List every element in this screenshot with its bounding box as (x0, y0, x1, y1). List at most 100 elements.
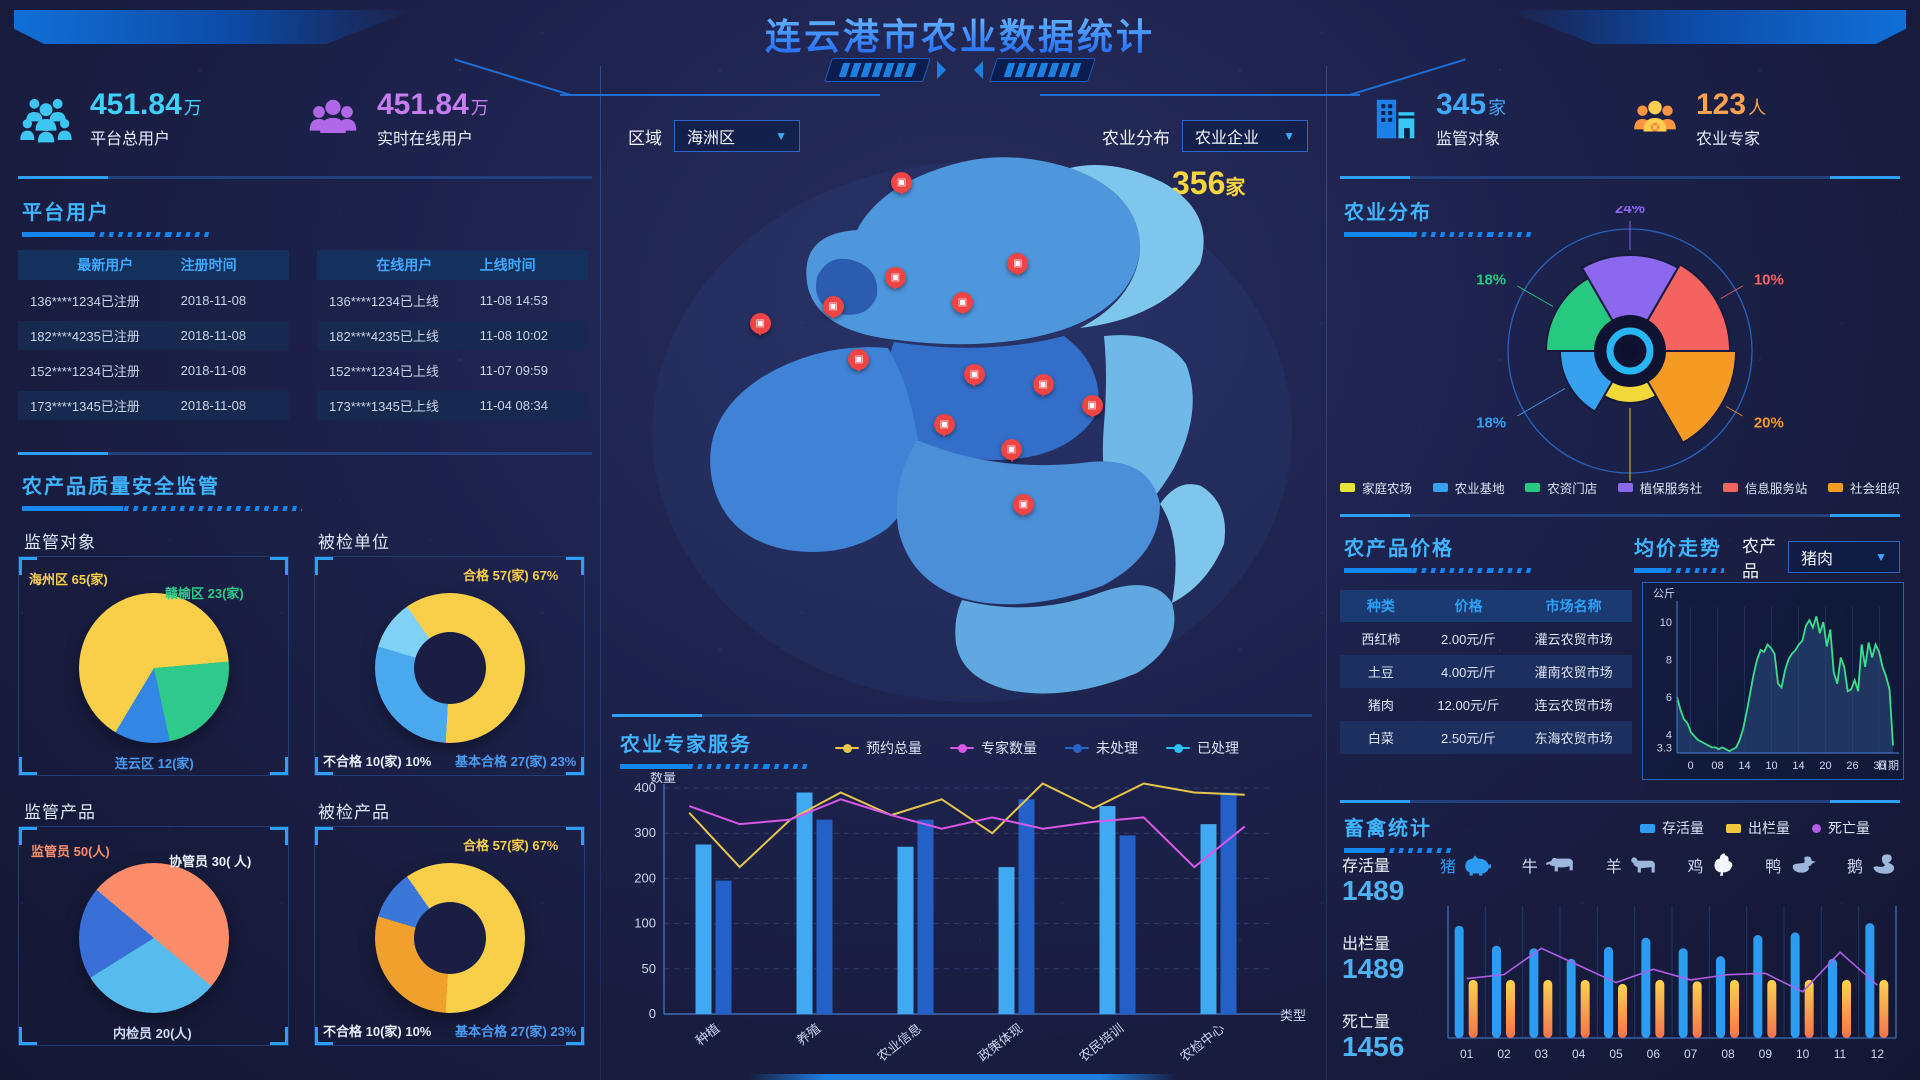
legend-item[interactable]: 家庭农场 (1340, 478, 1412, 497)
svg-text:04: 04 (1572, 1047, 1586, 1061)
animal-tab-duck[interactable]: 鸭 (1765, 852, 1818, 878)
supervision-products-pie[interactable] (79, 863, 229, 1013)
legend-label: 农业基地 (1454, 482, 1505, 496)
svg-text:12: 12 (1871, 1047, 1885, 1061)
map-pin[interactable]: ▣ (1007, 252, 1029, 274)
animal-tab-label: 鸡 (1687, 859, 1704, 876)
inspected-units-donut[interactable] (375, 593, 525, 743)
svg-text:05: 05 (1609, 1047, 1623, 1061)
svg-text:09: 09 (1759, 1047, 1773, 1061)
legend-item[interactable]: 存活量 (1640, 818, 1704, 838)
header-line-right (1040, 94, 1360, 96)
distribution-control: 农业分布 农业企业 ▼ (1102, 120, 1308, 152)
table-row: 白菜 2.50元/斤 东海农贸市场 (1340, 721, 1632, 754)
agri-distribution-rose-chart[interactable]: 24%10%20%10%18%18% (1450, 200, 1810, 503)
animal-tab-chicken[interactable]: 鸡 (1687, 852, 1736, 878)
experts-unit: 人 (1748, 98, 1767, 118)
col-header: 种类 (1366, 598, 1395, 614)
column-separator-left (600, 66, 601, 1080)
pie-callout: 不合格 10(家) 10% (323, 1024, 432, 1039)
col-header: 上线时间 (479, 257, 536, 273)
map-pin[interactable]: ▣ (891, 171, 913, 193)
product-select[interactable]: 猪肉 ▼ (1788, 541, 1900, 573)
experts-value: 123 (1696, 88, 1747, 121)
legend-item[interactable]: 专家数量 (950, 738, 1037, 758)
alive-value: 1489 (1342, 875, 1405, 906)
table-row: 182****4235已注册 2018-11-08 (18, 321, 289, 350)
supervision-products-panel: 监管员 50(人) 协管员 30( 人) 内检员 20(人) (18, 826, 289, 1046)
quality-title: 农产品质量安全监管 (22, 470, 302, 511)
map-pin[interactable]: ▣ (848, 349, 870, 371)
supervision-target-panel: 海州区 65(家) 赣榆区 23(家) 连云区 12(家) (18, 556, 289, 776)
map-pin[interactable]: ▣ (933, 413, 955, 435)
price-title: 农产品价格 (1344, 532, 1534, 573)
column-separator-right (1326, 66, 1327, 1080)
cell: 2018-11-08 (180, 293, 247, 308)
supervision-target-pie[interactable] (79, 593, 229, 743)
svg-text:农检中心: 农检中心 (1177, 1021, 1227, 1065)
region-select[interactable]: 海洲区 ▼ (674, 120, 800, 152)
chevron-down-icon: ▼ (775, 129, 787, 143)
online-users-stat: 451.84 万 实时在线用户 (305, 88, 592, 149)
cell: 11-08 14:53 (479, 293, 549, 308)
cell: 12.00元/斤 (1437, 698, 1500, 713)
right-stats-row: 345 家 监管对象 123 人 农业专家 (1370, 88, 1890, 149)
animal-tab-cow[interactable]: 牛 (1522, 852, 1577, 878)
title-underline-decor (22, 232, 212, 237)
map-pin[interactable]: ▣ (749, 312, 771, 334)
map-pin[interactable]: ▣ (952, 292, 973, 314)
inspected-units-panel: 合格 57(家) 67% 不合格 10(家) 10% 基本合格 27(家) 23… (314, 556, 585, 776)
table-row: 173****1345已注册 2018-11-08 (18, 391, 289, 420)
chevron-down-icon: ▼ (1875, 550, 1887, 564)
cell: 灌云农贸市场 (1534, 632, 1613, 647)
quality-heading: 农产品质量安全监管 (22, 476, 220, 498)
svg-text:30: 30 (1873, 760, 1885, 772)
map-pin[interactable]: ▣ (1081, 395, 1103, 417)
distribution-select[interactable]: 农业企业 ▼ (1182, 120, 1308, 152)
svg-text:08: 08 (1721, 1047, 1735, 1061)
cell: 连云农贸市场 (1534, 698, 1613, 713)
legend-item[interactable]: 社会组织 (1827, 478, 1900, 497)
animal-tab-sheep[interactable]: 羊 (1606, 852, 1659, 878)
inspected-products-donut[interactable] (375, 863, 525, 1013)
legend-item[interactable]: 农资门店 (1525, 478, 1597, 497)
map-pin-layer: ▣ ▣ ▣ ▣ ▣ ▣ ▣ ▣ ▣ ▣ ▣ ▣ ▣ (612, 142, 1312, 712)
slaughter-stat: 出栏量 1489 (1342, 930, 1404, 983)
total-users-value: 451.84 (90, 88, 182, 121)
alive-label: 存活量 (1342, 858, 1391, 875)
svg-text:10: 10 (1660, 617, 1672, 629)
map-pin[interactable]: ▣ (1032, 374, 1054, 396)
legend-item[interactable]: 死亡量 (1812, 818, 1870, 838)
legend-item[interactable]: 植保服务社 (1617, 478, 1702, 497)
map-pin[interactable]: ▣ (963, 363, 985, 385)
table-row: 136****1234已注册 2018-11-08 (18, 286, 289, 315)
animal-tab-label: 羊 (1605, 859, 1622, 876)
legend-item[interactable]: 已处理 (1166, 738, 1239, 758)
legend-item[interactable]: 未处理 (1065, 738, 1138, 758)
map-pin[interactable]: ▣ (1012, 494, 1034, 516)
legend-item[interactable]: 预约总量 (835, 738, 922, 758)
animal-tab-goose[interactable]: 鹅 (1847, 852, 1900, 878)
legend-label: 死亡量 (1828, 820, 1870, 836)
svg-text:200: 200 (634, 870, 656, 885)
distribution-heading: 农业分布 (1344, 202, 1432, 224)
online-users-icon (309, 99, 357, 133)
legend-item[interactable]: 出栏量 (1726, 818, 1790, 838)
platform-users-title: 平台用户 (22, 196, 212, 237)
header-diag-left (454, 58, 570, 96)
legend-item[interactable]: 农业基地 (1432, 478, 1505, 497)
divider (1340, 176, 1900, 179)
title-underline-decor (1344, 848, 1454, 853)
divider (1340, 514, 1900, 517)
svg-text:300: 300 (634, 825, 656, 840)
animal-tab-label: 猪 (1440, 859, 1457, 876)
col-header: 注册时间 (180, 257, 237, 273)
animal-tab-pig[interactable]: 猪 (1440, 852, 1493, 878)
legend-item[interactable]: 信息服务站 (1722, 478, 1807, 497)
map-pin[interactable]: ▣ (884, 267, 906, 289)
svg-text:3.3: 3.3 (1657, 742, 1672, 754)
map-pin[interactable]: ▣ (822, 296, 844, 318)
cell: 白菜 (1367, 731, 1394, 746)
supervised-objects-stat: 345 家 监管对象 (1370, 88, 1630, 149)
map-pin[interactable]: ▣ (1001, 439, 1022, 461)
